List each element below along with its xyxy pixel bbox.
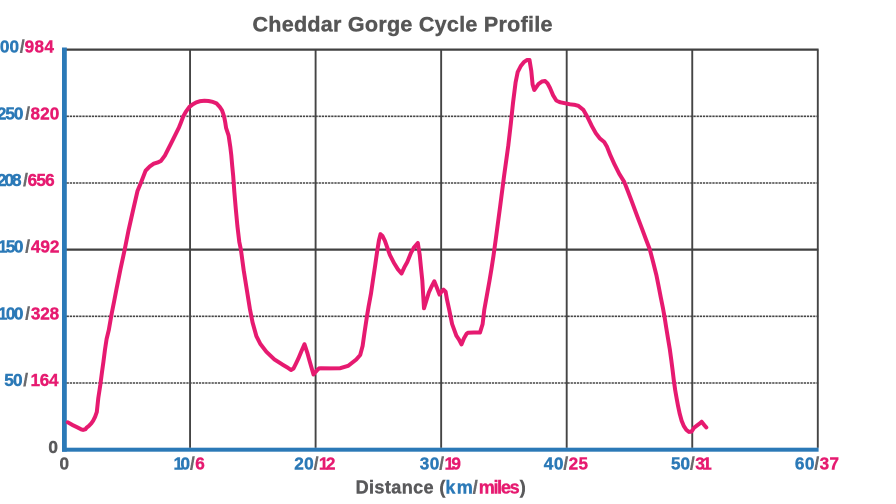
svg-text:25: 25 [569,453,589,473]
svg-text:/: / [439,453,444,473]
svg-text:/: / [20,37,25,57]
svg-text:/: / [25,237,30,257]
svg-text:/: / [563,453,568,473]
svg-text:250: 250 [0,103,23,123]
svg-text:30: 30 [420,453,440,473]
svg-text:492: 492 [31,237,60,257]
svg-text:Cheddar Gorge Cycle Profile: Cheddar Gorge Cycle Profile [253,13,553,37]
svg-text:100: 100 [0,303,23,323]
svg-text:/: / [814,453,819,473]
svg-text:/: / [25,103,30,123]
svg-text:164: 164 [31,370,60,390]
svg-text:50: 50 [4,370,22,390]
svg-text:0: 0 [48,437,58,457]
svg-text:/: / [23,370,28,390]
svg-text:km: km [445,478,472,498]
svg-text:/: / [23,170,28,190]
svg-text:60: 60 [795,453,815,473]
svg-text:37: 37 [820,453,840,473]
svg-text:208: 208 [0,170,22,190]
svg-text:miles: miles [479,478,520,498]
svg-text:20: 20 [294,453,314,473]
svg-text:19: 19 [444,453,461,473]
svg-text:50: 50 [671,453,690,473]
svg-text:10: 10 [174,453,191,473]
svg-text:0: 0 [60,453,70,473]
svg-text:6: 6 [195,453,205,473]
svg-text:/: / [190,453,195,473]
svg-text:/: / [473,478,478,498]
svg-text:): ) [520,478,526,498]
svg-text:/: / [690,453,695,473]
svg-text:/: / [25,303,30,323]
svg-text:328: 328 [31,303,59,323]
svg-text:984: 984 [25,37,55,57]
svg-text:12: 12 [319,453,336,473]
svg-text:300: 300 [0,37,19,57]
svg-text:31: 31 [695,453,712,473]
svg-text:Distance (: Distance ( [356,478,446,498]
svg-text:/: / [314,453,319,473]
svg-text:656: 656 [28,170,55,190]
svg-text:820: 820 [31,103,60,123]
svg-text:40: 40 [544,453,564,473]
svg-text:150: 150 [0,237,23,257]
